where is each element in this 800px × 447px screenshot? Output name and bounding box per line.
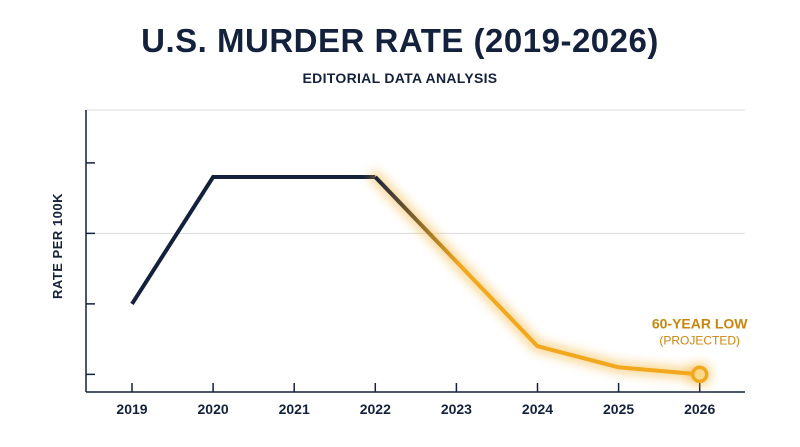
endpoint-marker	[690, 365, 709, 384]
annotation-label: 60-YEAR LOW	[652, 315, 748, 331]
x-tick-labels: 2019 2020 2021 2022 2023 2024 2025 2026	[116, 401, 715, 417]
x-tick-label-2025: 2025	[603, 401, 634, 417]
axes	[85, 110, 745, 393]
series-murder-rate	[130, 171, 713, 388]
data-point-2020	[211, 175, 215, 179]
series-line-historical	[130, 175, 376, 305]
annotation-60-year-low: 60-YEAR LOW (PROJECTED)	[652, 315, 748, 347]
data-point-2023	[454, 260, 458, 264]
data-point-2019	[130, 302, 134, 306]
data-point-2022	[373, 175, 377, 179]
x-tick-label-2026: 2026	[684, 401, 715, 417]
grid-lines	[86, 109, 745, 234]
data-point-2021	[292, 175, 296, 179]
chart-subtitle: EDITORIAL DATA ANALYSIS	[302, 70, 498, 86]
data-point-2024	[536, 344, 540, 348]
x-tick-label-2021: 2021	[279, 401, 310, 417]
x-tick-label-2023: 2023	[441, 401, 472, 417]
series-line-trend	[373, 175, 700, 377]
y-axis-label: RATE PER 100K	[50, 193, 65, 299]
x-tick-label-2022: 2022	[360, 401, 391, 417]
data-point-2025	[617, 365, 621, 369]
x-tick-label-2024: 2024	[522, 401, 553, 417]
chart-title: U.S. MURDER RATE (2019-2026)	[141, 22, 659, 59]
x-tick-label-2019: 2019	[116, 401, 147, 417]
x-tick-label-2020: 2020	[198, 401, 229, 417]
annotation-sublabel: (PROJECTED)	[659, 333, 740, 347]
